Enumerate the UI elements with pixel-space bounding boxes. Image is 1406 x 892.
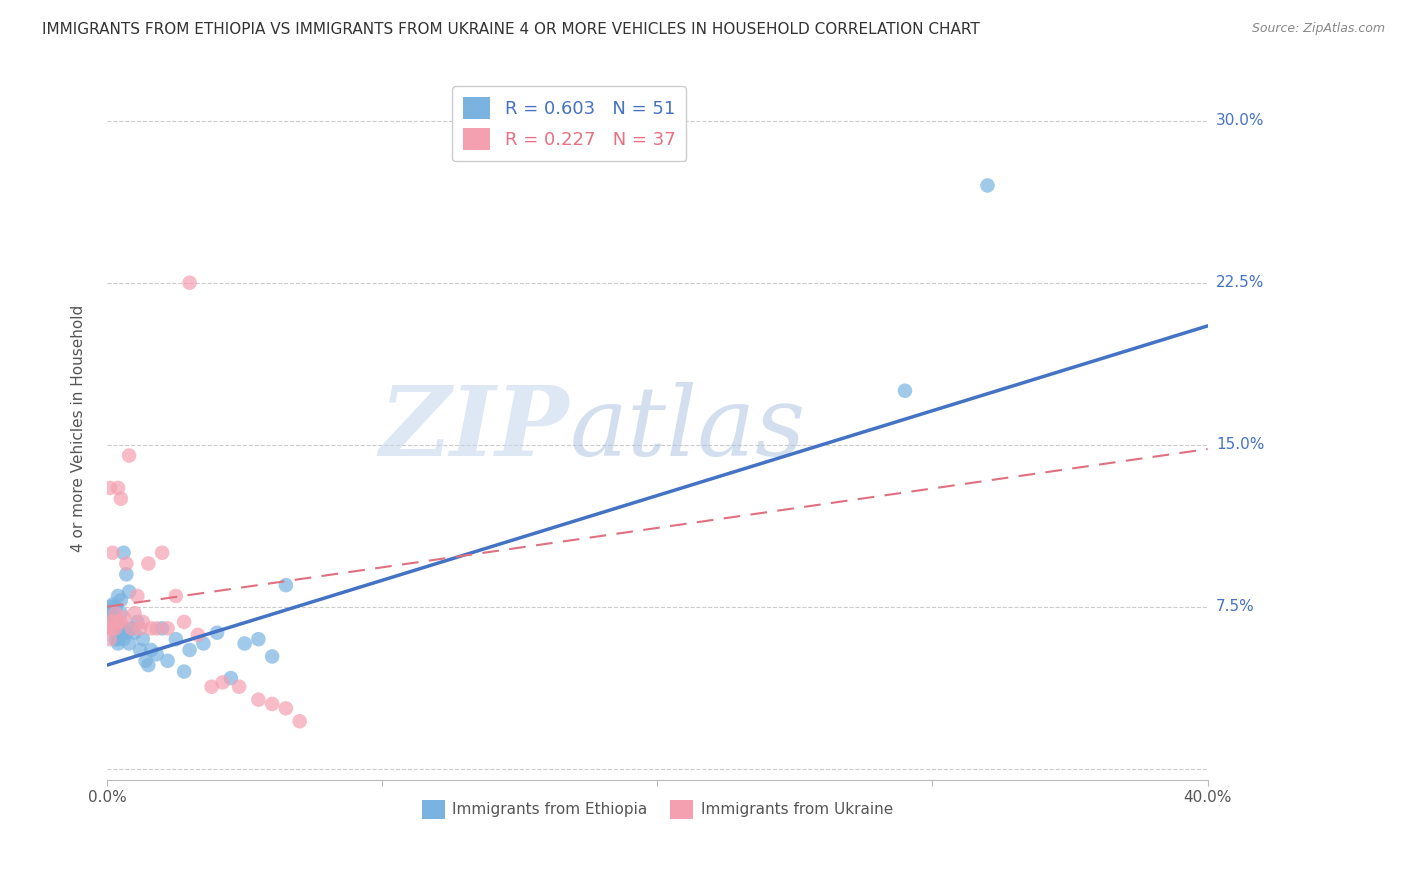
Text: atlas: atlas	[569, 382, 806, 475]
Point	[104, 610, 127, 624]
Point	[138, 557, 160, 571]
Point	[247, 632, 270, 647]
Point	[132, 632, 155, 647]
Text: IMMIGRANTS FROM ETHIOPIA VS IMMIGRANTS FROM UKRAINE 4 OR MORE VEHICLES IN HOUSEH: IMMIGRANTS FROM ETHIOPIA VS IMMIGRANTS F…	[42, 22, 980, 37]
Point	[101, 615, 124, 629]
Point	[135, 654, 157, 668]
Point	[107, 621, 129, 635]
Point	[107, 615, 129, 629]
Point	[121, 621, 143, 635]
Point	[156, 621, 179, 635]
Point	[139, 643, 162, 657]
Point	[139, 621, 162, 635]
Point	[179, 643, 201, 657]
Point	[145, 621, 167, 635]
Point	[129, 621, 152, 635]
Point	[100, 599, 122, 614]
Point	[110, 593, 132, 607]
Point	[104, 624, 127, 638]
Point	[138, 658, 160, 673]
Y-axis label: 4 or more Vehicles in Household: 4 or more Vehicles in Household	[72, 305, 86, 552]
Point	[104, 606, 127, 620]
Point	[110, 615, 132, 629]
Point	[976, 178, 998, 193]
Point	[97, 604, 120, 618]
Point	[118, 449, 141, 463]
Point	[104, 599, 127, 614]
Point	[205, 625, 228, 640]
Point	[104, 632, 127, 647]
Point	[127, 589, 149, 603]
Point	[100, 615, 122, 629]
Text: Source: ZipAtlas.com: Source: ZipAtlas.com	[1251, 22, 1385, 36]
Point	[124, 606, 146, 620]
Point	[124, 625, 146, 640]
Point	[247, 692, 270, 706]
Point	[145, 648, 167, 662]
Text: 22.5%: 22.5%	[1216, 276, 1264, 290]
Point	[112, 632, 135, 647]
Point	[118, 636, 141, 650]
Point	[233, 636, 256, 650]
Point	[187, 628, 209, 642]
Point	[193, 636, 215, 650]
Point	[219, 671, 242, 685]
Point	[112, 610, 135, 624]
Point	[262, 697, 284, 711]
Point	[101, 598, 124, 612]
Point	[101, 621, 124, 635]
Point	[104, 615, 127, 629]
Point	[107, 481, 129, 495]
Point	[129, 643, 152, 657]
Point	[101, 615, 124, 629]
Point	[98, 632, 121, 647]
Point	[107, 636, 129, 650]
Text: ZIP: ZIP	[380, 382, 569, 475]
Point	[107, 589, 129, 603]
Point	[201, 680, 224, 694]
Point	[118, 584, 141, 599]
Point	[107, 632, 129, 647]
Point	[110, 628, 132, 642]
Point	[115, 557, 138, 571]
Point	[127, 615, 149, 629]
Point	[110, 491, 132, 506]
Point	[179, 276, 201, 290]
Point	[173, 615, 195, 629]
Point	[262, 649, 284, 664]
Text: 7.5%: 7.5%	[1216, 599, 1254, 615]
Point	[211, 675, 233, 690]
Point	[274, 578, 297, 592]
Point	[165, 589, 187, 603]
Point	[150, 621, 173, 635]
Point	[100, 615, 122, 629]
Point	[228, 680, 250, 694]
Point	[110, 606, 132, 620]
Text: 30.0%: 30.0%	[1216, 113, 1264, 128]
Point	[288, 714, 311, 729]
Point	[98, 606, 121, 620]
Point	[101, 606, 124, 620]
Point	[112, 621, 135, 635]
Text: 15.0%: 15.0%	[1216, 437, 1264, 452]
Point	[98, 481, 121, 495]
Point	[97, 621, 120, 635]
Point	[165, 632, 187, 647]
Legend: Immigrants from Ethiopia, Immigrants from Ukraine: Immigrants from Ethiopia, Immigrants fro…	[416, 794, 900, 824]
Point	[104, 621, 127, 635]
Point	[115, 567, 138, 582]
Point	[101, 546, 124, 560]
Point	[173, 665, 195, 679]
Point	[894, 384, 917, 398]
Point	[121, 621, 143, 635]
Point	[98, 610, 121, 624]
Point	[132, 615, 155, 629]
Point	[274, 701, 297, 715]
Point	[150, 546, 173, 560]
Point	[115, 625, 138, 640]
Point	[101, 621, 124, 635]
Point	[156, 654, 179, 668]
Point	[112, 546, 135, 560]
